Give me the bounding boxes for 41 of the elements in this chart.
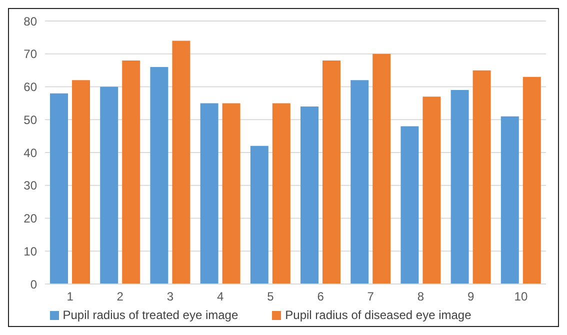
x-tick-label: 6 — [317, 290, 324, 304]
x-tick-label: 5 — [267, 290, 274, 304]
bar — [350, 80, 369, 284]
y-tick-label: 80 — [24, 14, 38, 28]
legend-label: Pupil radius of treated eye image — [62, 308, 238, 322]
bar — [200, 103, 218, 284]
bar — [450, 90, 469, 284]
x-tick-label: 10 — [514, 290, 528, 304]
y-tick-label: 50 — [24, 112, 38, 127]
bar — [322, 60, 340, 284]
bar — [122, 60, 140, 284]
bar — [522, 76, 541, 284]
y-tick-label: 60 — [24, 80, 38, 94]
x-tick-label: 9 — [468, 290, 475, 304]
y-tick-label: 40 — [24, 146, 38, 160]
bar — [472, 70, 491, 284]
y-tick-label: 70 — [24, 47, 38, 62]
x-tick-label: 1 — [66, 290, 74, 304]
legend-label: Pupil radius of diseased eye image — [285, 308, 472, 322]
bar — [400, 126, 419, 284]
y-tick-label: 20 — [24, 212, 38, 226]
bar — [272, 103, 290, 284]
bar — [150, 67, 168, 284]
bar — [300, 106, 318, 284]
y-tick-label: 30 — [24, 178, 38, 193]
bar — [172, 40, 190, 284]
bar — [50, 93, 68, 284]
bar — [372, 54, 391, 284]
x-tick-label: 2 — [116, 290, 124, 304]
x-tick-label: 7 — [367, 290, 374, 304]
y-tick-label: 10 — [24, 244, 38, 258]
bar — [422, 96, 441, 284]
y-tick-label: 0 — [30, 277, 38, 292]
x-tick-label: 4 — [217, 290, 224, 304]
bar — [100, 86, 118, 284]
bar — [222, 103, 240, 284]
x-tick-label: 8 — [417, 290, 424, 304]
bar — [250, 146, 268, 284]
x-tick-label: 3 — [166, 290, 174, 304]
bar — [500, 116, 519, 284]
bar — [72, 80, 90, 284]
